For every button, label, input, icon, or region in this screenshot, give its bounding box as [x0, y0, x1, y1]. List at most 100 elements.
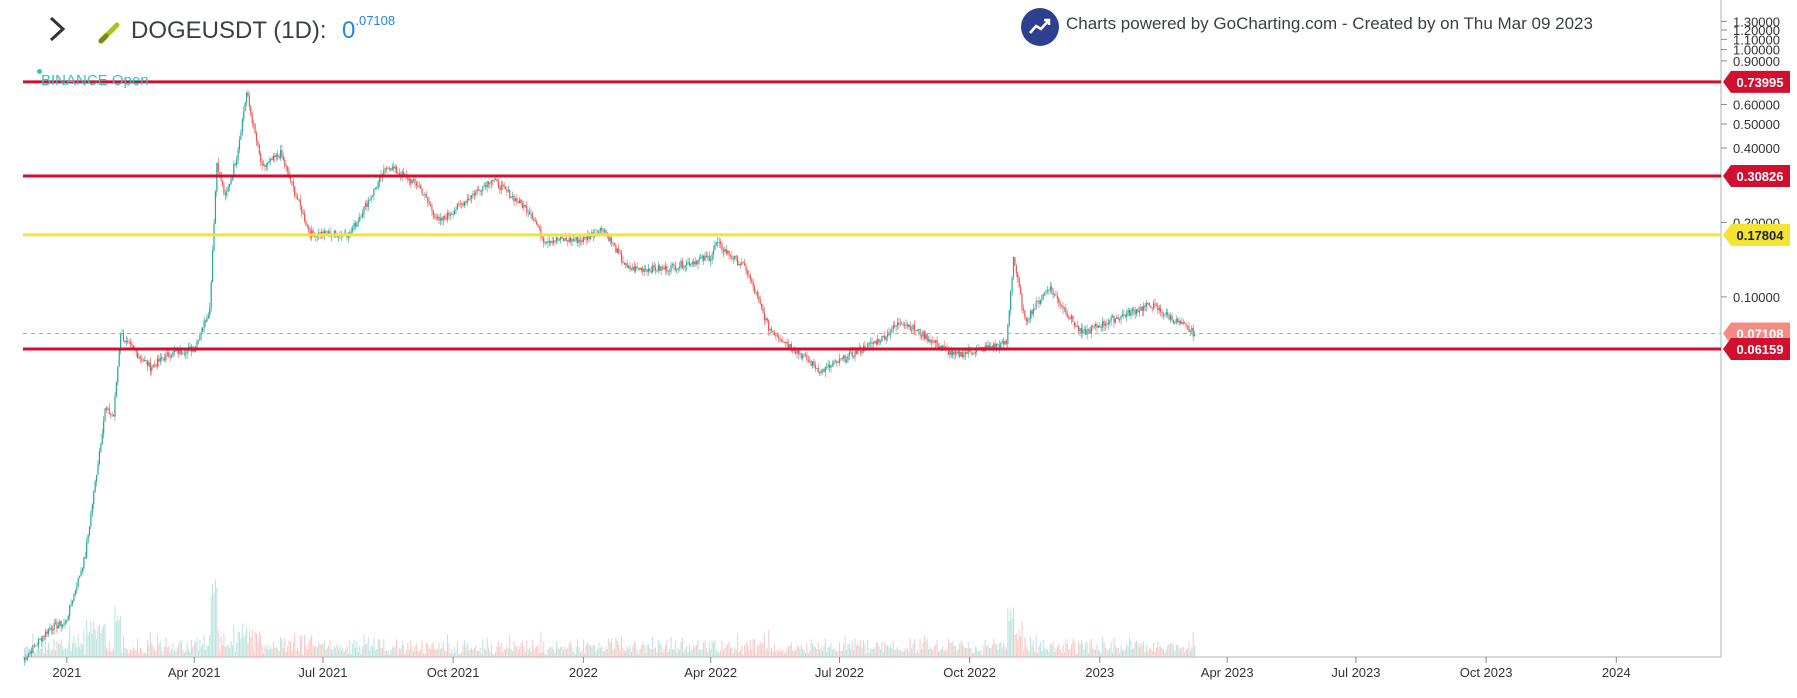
- candle-body: [843, 355, 845, 359]
- candle-body: [63, 623, 65, 625]
- volume-bar: [751, 650, 753, 657]
- volume-bar: [674, 640, 676, 657]
- candle-body: [271, 158, 273, 161]
- volume-bar: [1104, 647, 1106, 657]
- volume-bar: [155, 650, 157, 657]
- trend-chart-icon[interactable]: [1021, 8, 1059, 46]
- candle-body: [725, 249, 727, 254]
- volume-bar: [213, 593, 215, 657]
- volume-bar: [473, 647, 475, 657]
- candle-body: [279, 149, 282, 158]
- candle-body: [903, 324, 906, 326]
- candle-body: [312, 230, 314, 234]
- red-level-label: 0.30826: [1737, 169, 1784, 184]
- pencil-icon: [98, 22, 120, 44]
- volume-bar: [381, 648, 383, 657]
- candle-body: [530, 213, 532, 215]
- candle-body: [284, 159, 286, 166]
- candle-body: [1147, 302, 1149, 304]
- candle-body: [693, 261, 695, 265]
- candle-body: [506, 188, 508, 192]
- candle-body: [62, 624, 64, 627]
- volume-bar: [892, 641, 894, 657]
- candle-body: [1111, 316, 1114, 318]
- volume-bar: [911, 648, 913, 657]
- volume-bar: [599, 647, 601, 657]
- volume-bar: [1069, 649, 1071, 657]
- volume-bar: [275, 646, 277, 657]
- candle-body: [528, 211, 531, 214]
- candle-body: [973, 353, 975, 355]
- candle-body: [1082, 329, 1084, 334]
- volume-bar: [881, 641, 883, 657]
- candle-body: [734, 255, 736, 260]
- volume-bar: [318, 642, 320, 657]
- candle-body: [772, 330, 774, 333]
- volume-bar: [633, 640, 635, 657]
- volume-bar: [254, 631, 256, 657]
- candle-body: [1167, 312, 1169, 316]
- volume-bar: [1175, 645, 1177, 657]
- volume-bar: [304, 635, 306, 657]
- volume-bar: [990, 647, 992, 657]
- candle-body: [394, 166, 396, 169]
- volume-bar: [940, 648, 942, 657]
- volume-bar: [120, 615, 122, 657]
- volume-bar: [773, 644, 775, 657]
- candle-body: [622, 261, 624, 264]
- candle-body: [442, 216, 444, 221]
- candle-body: [206, 318, 208, 322]
- volume-bar: [870, 649, 872, 657]
- chevron-right-icon[interactable]: [44, 14, 70, 44]
- volume-bar: [833, 648, 835, 657]
- volume-bar: [660, 645, 662, 657]
- candle-body: [353, 223, 355, 229]
- volume-bar: [1082, 643, 1084, 657]
- candle-body: [669, 270, 671, 272]
- candle-body: [367, 200, 369, 207]
- volume-bar: [321, 644, 323, 657]
- candle-body: [141, 358, 143, 361]
- volume-bar: [1052, 641, 1054, 657]
- volume-bar: [217, 631, 219, 657]
- volume-bar: [328, 645, 330, 657]
- volume-bar: [374, 650, 376, 657]
- candle-body: [67, 615, 69, 620]
- volume-bar: [875, 642, 877, 657]
- candle-body: [746, 270, 749, 274]
- volume-bar: [52, 649, 54, 657]
- candle-body: [163, 358, 166, 361]
- volume-bar: [422, 653, 424, 657]
- candle-body: [49, 627, 51, 629]
- volume-bar: [94, 629, 96, 657]
- volume-bar: [636, 650, 638, 657]
- candle-body: [93, 491, 95, 505]
- volume-bar: [212, 584, 214, 657]
- volume-bar: [895, 648, 897, 657]
- volume-bar: [130, 648, 132, 657]
- volume-bar: [127, 649, 129, 657]
- candle-body: [521, 203, 524, 208]
- y-tick-label: 1.10000: [1733, 32, 1780, 47]
- volume-bar: [386, 650, 388, 657]
- candle-body: [752, 281, 754, 287]
- candle-body: [291, 180, 293, 182]
- candle-body: [485, 185, 487, 188]
- volume-bar: [200, 646, 202, 657]
- volume-bar: [96, 639, 98, 657]
- candle-body: [657, 265, 659, 271]
- volume-bar: [349, 639, 351, 657]
- volume-bar: [197, 650, 199, 657]
- candle-body: [618, 248, 620, 253]
- volume-bar: [840, 651, 842, 657]
- volume-bar: [611, 638, 613, 657]
- candle-body: [869, 342, 872, 344]
- volume-bar: [176, 647, 178, 657]
- candle-body: [929, 339, 931, 343]
- volume-bar: [137, 638, 139, 657]
- volume-bar: [734, 646, 736, 657]
- candle-body: [1055, 294, 1057, 296]
- candle-body: [838, 358, 841, 363]
- volume-bar: [471, 647, 473, 657]
